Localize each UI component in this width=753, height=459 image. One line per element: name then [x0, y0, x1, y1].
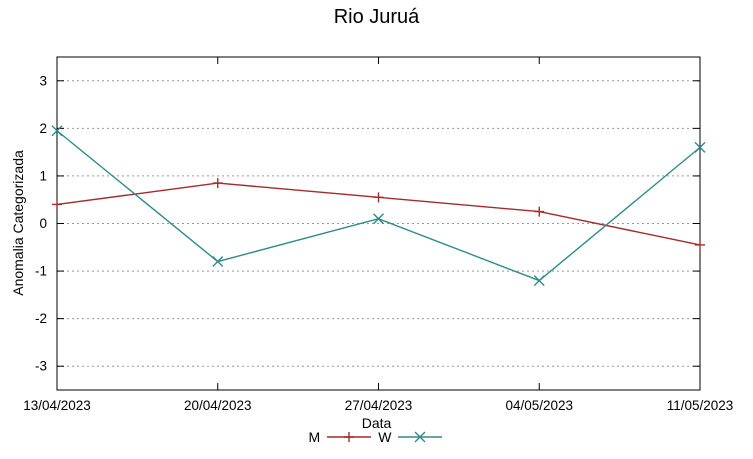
cross-marker — [212, 256, 224, 268]
plus-marker — [373, 192, 384, 203]
x-tick-label: 11/05/2023 — [667, 398, 734, 413]
x-tick-label: 20/04/2023 — [184, 398, 252, 413]
plus-marker — [52, 199, 62, 210]
y-tick-label: -1 — [35, 264, 47, 279]
y-tick-label: 0 — [39, 216, 47, 231]
y-tick-label: 2 — [39, 121, 47, 136]
series-W-line — [56, 130, 701, 282]
cross-marker — [51, 125, 63, 137]
y-tick-label: -2 — [35, 311, 47, 326]
plus-marker — [534, 206, 545, 217]
y-tick-label: -3 — [35, 359, 47, 374]
plot-border — [56, 56, 701, 391]
legend-label-W: W — [378, 429, 392, 445]
y-tick-label: 3 — [39, 73, 47, 88]
plus-marker — [695, 239, 705, 250]
cross-marker — [373, 213, 384, 225]
legend-sample-M — [327, 432, 372, 442]
x-tick-label: 13/04/2023 — [23, 398, 91, 413]
chart-title: Rio Juruá — [333, 6, 420, 28]
plus-marker — [344, 432, 355, 442]
y-axis-label: Anomalia Categorizada — [10, 150, 26, 296]
plus-marker — [212, 178, 223, 189]
cross-marker — [694, 141, 706, 153]
y-tick-label: 1 — [39, 168, 47, 183]
x-tick-label: 04/05/2023 — [505, 398, 573, 413]
cross-marker — [533, 275, 545, 287]
legend-label-M: M — [308, 429, 321, 445]
cross-marker — [414, 431, 426, 443]
legend-sample-W — [398, 431, 443, 443]
x-axis-label: Data — [361, 415, 392, 431]
x-tick-label: 27/04/2023 — [345, 398, 413, 413]
